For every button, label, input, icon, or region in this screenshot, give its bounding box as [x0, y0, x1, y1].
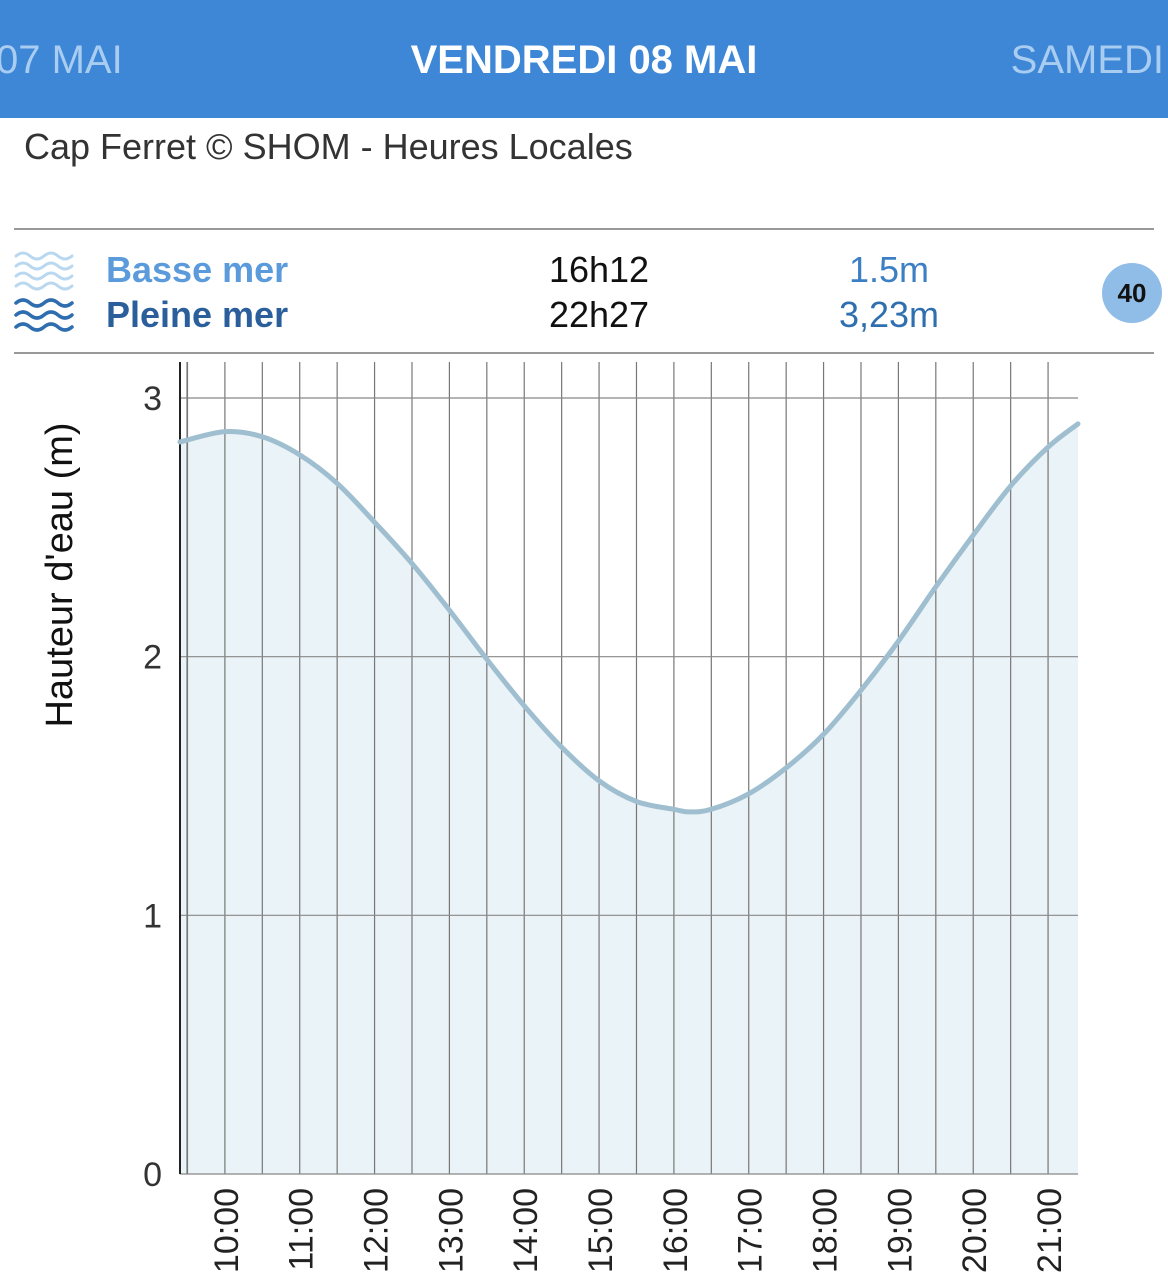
divider-bottom	[14, 352, 1154, 354]
x-tick-label: 21:00	[1031, 1188, 1069, 1273]
x-tick-label: 10:00	[208, 1188, 246, 1273]
low-tide-time: 16h12	[548, 249, 650, 290]
high-tide-height: 3,23m	[838, 294, 940, 335]
x-tick-label: 14:00	[507, 1188, 545, 1273]
low-tide-label: Basse mer	[106, 249, 289, 290]
low-tide-row: Basse mer 16h12 1.5m	[14, 248, 1154, 292]
high-tide-label: Pleine mer	[106, 294, 289, 335]
x-tick-label: 12:00	[358, 1188, 396, 1273]
high-tide-row: Pleine mer 22h27 3,23m	[14, 293, 1154, 337]
low-tide-height: 1.5m	[848, 249, 930, 290]
y-axis-label: Hauteur d'eau (m)	[39, 422, 81, 727]
tide-coefficient-badge: 40	[1102, 263, 1162, 323]
location-source-label: Cap Ferret © SHOM - Heures Locales	[24, 126, 633, 167]
y-tick-label: 3	[143, 380, 162, 418]
x-tick-label: 19:00	[881, 1188, 919, 1273]
tide-curve	[177, 421, 1081, 815]
y-tick-label: 1	[143, 897, 162, 935]
waves-light-icon	[14, 248, 74, 292]
y-tick-label: 0	[143, 1156, 162, 1194]
y-tick-label: 2	[143, 639, 162, 677]
current-day-title: VENDREDI 08 MAI	[410, 38, 758, 82]
x-tick-label: 15:00	[582, 1188, 620, 1273]
divider-top	[14, 228, 1154, 230]
x-tick-label: 20:00	[956, 1188, 994, 1273]
x-tick-label: 18:00	[807, 1188, 845, 1273]
previous-day-tab[interactable]: 07 MAI	[0, 38, 123, 82]
waves-dark-icon	[14, 293, 74, 337]
day-navigation-bar: 07 MAI VENDREDI 08 MAI SAMEDI	[0, 0, 1168, 118]
high-tide-time: 22h27	[548, 294, 650, 335]
next-day-tab[interactable]: SAMEDI	[1010, 38, 1164, 82]
x-tick-label: 11:00	[283, 1188, 321, 1271]
x-tick-label: 16:00	[657, 1188, 695, 1273]
x-tick-label: 13:00	[432, 1188, 470, 1273]
x-tick-label: 17:00	[732, 1188, 770, 1273]
tide-height-chart: 0 1 2 3 10:00 11:00 12:00 13:00 14:00 15:00 16:00 1…	[39, 362, 1081, 1273]
